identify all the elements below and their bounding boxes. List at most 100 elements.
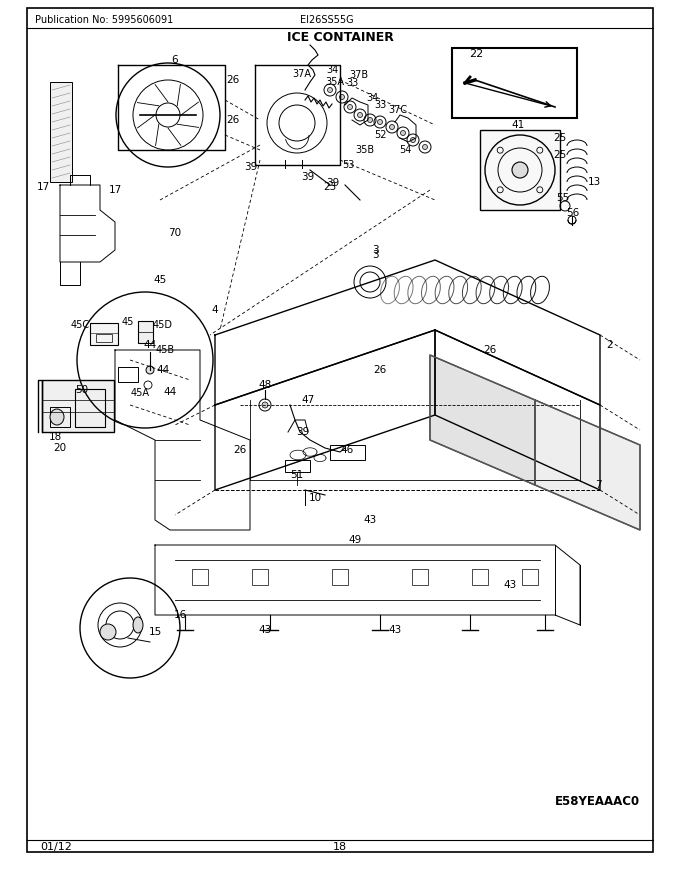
Bar (285, 460, 310, 472)
Text: 6: 6 (171, 55, 178, 65)
Text: E58YEAAAC0: E58YEAAAC0 (555, 795, 640, 808)
Text: 17: 17 (36, 182, 50, 192)
Text: 43: 43 (258, 625, 271, 635)
Bar (480, 130, 560, 210)
Text: 45C: 45C (71, 320, 90, 330)
Text: 45: 45 (122, 317, 134, 327)
Text: 26: 26 (226, 75, 239, 85)
Bar (252, 569, 268, 585)
Text: 41: 41 (511, 120, 525, 130)
Ellipse shape (50, 409, 64, 425)
Circle shape (422, 144, 428, 150)
Bar (42, 380, 114, 432)
Circle shape (347, 105, 352, 109)
Text: 55: 55 (556, 193, 570, 203)
Text: 7: 7 (595, 480, 601, 490)
Bar (452, 48, 577, 118)
Bar (90, 323, 118, 345)
Circle shape (358, 113, 362, 118)
Text: 33: 33 (346, 78, 358, 88)
Polygon shape (535, 400, 640, 530)
Circle shape (411, 137, 415, 143)
Text: EI26SS55G: EI26SS55G (300, 15, 354, 25)
Text: 25: 25 (554, 150, 566, 160)
Text: 70: 70 (169, 228, 182, 238)
Text: 39: 39 (301, 172, 315, 182)
Text: 49: 49 (348, 535, 362, 545)
Bar (192, 569, 208, 585)
Text: 44: 44 (163, 387, 177, 397)
Bar (138, 321, 153, 343)
Text: 37A: 37A (292, 69, 311, 79)
Text: 01/12: 01/12 (40, 842, 72, 852)
Text: 44: 44 (143, 340, 156, 350)
Text: 43: 43 (388, 625, 402, 635)
Text: 3: 3 (372, 250, 378, 260)
Text: 53: 53 (342, 160, 354, 170)
Bar (118, 367, 138, 382)
Text: 50: 50 (75, 385, 88, 395)
Text: 22: 22 (469, 49, 483, 59)
Text: 35B: 35B (356, 145, 375, 155)
Text: 23: 23 (324, 182, 337, 192)
Text: 43: 43 (363, 515, 377, 525)
Text: 37B: 37B (350, 70, 369, 80)
Text: 39: 39 (296, 427, 309, 437)
Text: 20: 20 (54, 443, 67, 453)
Bar (472, 569, 488, 585)
Text: 4: 4 (211, 305, 218, 315)
Text: 54: 54 (398, 145, 411, 155)
Text: 35A: 35A (326, 77, 345, 87)
Bar (75, 389, 105, 427)
Text: 45: 45 (154, 275, 167, 285)
Text: 45A: 45A (131, 388, 150, 398)
Text: Publication No: 5995606091: Publication No: 5995606091 (35, 15, 173, 25)
Bar (332, 569, 348, 585)
Text: 26: 26 (373, 365, 387, 375)
Text: 44: 44 (156, 365, 169, 375)
Text: 46: 46 (341, 445, 354, 455)
Text: 17: 17 (108, 185, 122, 195)
Text: ICE CONTAINER: ICE CONTAINER (286, 31, 394, 43)
Text: 39: 39 (244, 162, 258, 172)
Text: 26: 26 (226, 115, 239, 125)
Circle shape (328, 87, 333, 92)
Text: 45B: 45B (156, 345, 175, 355)
Ellipse shape (133, 617, 143, 633)
Bar (412, 569, 428, 585)
Text: 45D: 45D (153, 320, 173, 330)
Text: 37C: 37C (388, 105, 407, 115)
Text: 18: 18 (333, 842, 347, 852)
Text: 16: 16 (173, 610, 186, 620)
Text: 51: 51 (290, 470, 304, 480)
Text: 13: 13 (588, 177, 600, 187)
Text: 47: 47 (301, 395, 315, 405)
Circle shape (401, 130, 405, 136)
Bar (96, 334, 112, 342)
Text: 26: 26 (233, 445, 247, 455)
Circle shape (377, 120, 382, 124)
Circle shape (367, 118, 373, 122)
Circle shape (100, 624, 116, 640)
Text: 3: 3 (372, 245, 378, 255)
Bar (522, 569, 538, 585)
Text: 18: 18 (48, 432, 62, 442)
Text: 2: 2 (607, 340, 613, 350)
Circle shape (390, 124, 394, 129)
Circle shape (339, 94, 345, 99)
Bar (330, 445, 365, 460)
Text: 34: 34 (326, 65, 338, 75)
Text: 26: 26 (483, 345, 496, 355)
Bar (50, 407, 70, 427)
Text: 34: 34 (366, 93, 378, 103)
Text: 25: 25 (554, 133, 566, 143)
Text: 39: 39 (326, 178, 339, 188)
Circle shape (262, 402, 268, 408)
Circle shape (146, 366, 154, 374)
Text: 33: 33 (374, 100, 386, 110)
Text: 48: 48 (258, 380, 271, 390)
Text: 56: 56 (566, 208, 579, 218)
Text: 52: 52 (374, 130, 386, 140)
Text: 15: 15 (148, 627, 162, 637)
Text: 43: 43 (503, 580, 517, 590)
